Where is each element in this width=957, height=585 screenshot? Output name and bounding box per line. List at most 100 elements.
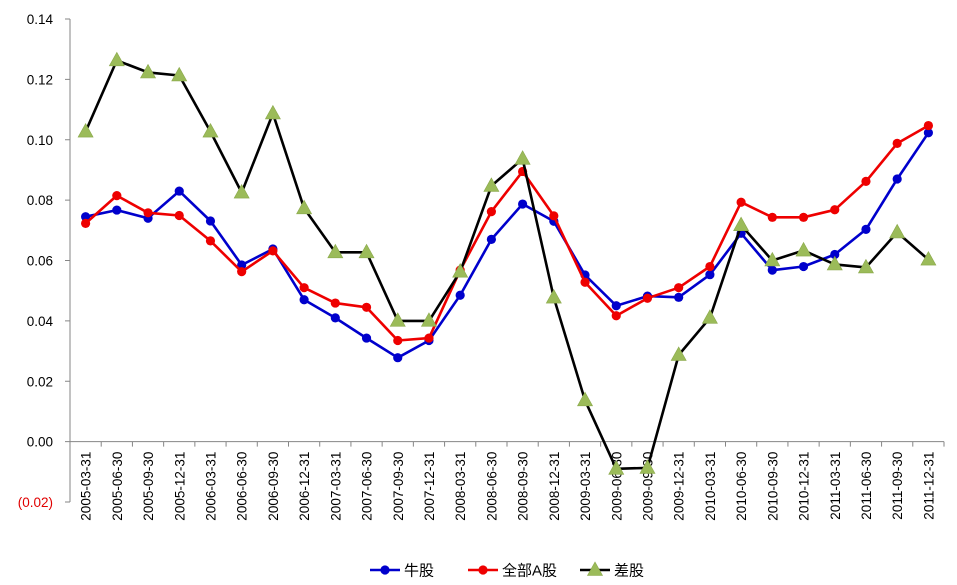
data-point	[420, 312, 437, 327]
x-tick-label: 2010-12-31	[797, 452, 812, 521]
data-point	[892, 174, 902, 184]
data-point	[611, 311, 621, 321]
y-tick-label: 0.12	[27, 72, 53, 87]
x-tick-label: 2010-09-30	[765, 452, 780, 521]
x-tick-label: 2008-09-30	[516, 452, 531, 521]
data-point	[268, 246, 278, 256]
x-tick-label: 2010-03-31	[703, 452, 718, 521]
legend-marker	[380, 565, 390, 575]
data-point	[733, 216, 750, 231]
x-tick-label: 2011-03-31	[828, 452, 843, 520]
data-point	[830, 249, 840, 260]
data-point	[705, 270, 715, 280]
y-tick-label: 0.10	[27, 133, 53, 148]
data-point	[171, 66, 188, 82]
x-tick-label: 2010-06-30	[734, 452, 749, 521]
data-point	[701, 309, 718, 324]
data-point	[361, 302, 372, 312]
y-tick-label: 0.08	[27, 193, 53, 208]
y-tick-label: 0.14	[27, 12, 54, 27]
data-point	[112, 205, 122, 215]
data-point	[389, 312, 406, 327]
data-point	[608, 460, 625, 475]
x-tick-label: 2007-09-30	[391, 452, 406, 521]
x-tick-label: 2009-03-31	[578, 452, 593, 521]
data-point	[330, 298, 340, 308]
data-point	[705, 261, 715, 272]
x-tick-label: 2007-06-30	[360, 452, 375, 521]
x-tick-label: 2007-03-31	[328, 452, 343, 521]
x-tick-label: 2009-12-31	[672, 452, 687, 521]
data-point	[514, 150, 531, 165]
data-point	[205, 216, 216, 226]
legend-label: 全部A股	[502, 562, 557, 580]
data-point	[264, 104, 281, 120]
data-point	[674, 292, 684, 302]
data-point	[358, 243, 375, 259]
data-point	[455, 290, 465, 300]
data-point	[174, 210, 184, 221]
legend-item: 差股	[580, 561, 644, 580]
x-tick-label: 2006-06-30	[235, 452, 250, 521]
data-point	[483, 177, 500, 192]
legend-label: 差股	[614, 563, 644, 580]
data-point	[889, 223, 906, 239]
data-point	[237, 267, 247, 277]
data-point	[486, 234, 496, 244]
y-tick-label: (0.02)	[18, 495, 53, 510]
data-point	[798, 261, 809, 272]
x-tick-label: 2008-12-31	[547, 452, 562, 521]
data-point	[327, 243, 344, 259]
x-tick-label: 2008-06-30	[484, 452, 499, 521]
x-tick-label: 2005-06-30	[110, 452, 125, 521]
data-point	[237, 260, 247, 270]
data-point	[452, 263, 469, 278]
x-tick-label: 2011-06-30	[859, 452, 874, 520]
data-point	[393, 335, 403, 346]
data-point	[767, 265, 777, 275]
series-line	[84, 59, 930, 471]
series-2	[81, 120, 933, 346]
data-point	[233, 183, 250, 199]
data-point	[674, 283, 684, 293]
data-point	[330, 313, 340, 323]
data-point	[112, 190, 122, 201]
data-point	[577, 391, 594, 407]
data-point	[830, 205, 840, 215]
data-point	[580, 277, 590, 287]
data-point	[174, 186, 184, 196]
x-axis-ticks: 2005-03-31 2005-06-30 2005-09-30 2005-12-31…	[69, 441, 945, 521]
legend-marker	[478, 565, 488, 575]
legend-item: 全部A股	[468, 562, 557, 580]
data-point	[205, 236, 216, 246]
data-point	[518, 199, 528, 209]
y-tick-label: 0.06	[27, 254, 53, 269]
data-point	[202, 122, 219, 138]
data-point	[361, 333, 372, 343]
data-point	[140, 63, 157, 79]
x-tick-label: 2005-12-31	[172, 452, 187, 521]
x-tick-label: 2005-09-30	[141, 452, 156, 521]
x-tick-label: 2006-03-31	[203, 452, 218, 521]
data-point	[767, 212, 777, 222]
y-tick-label: 0.00	[27, 435, 53, 450]
data-point	[923, 120, 933, 131]
x-tick-label: 2006-12-31	[297, 452, 312, 521]
data-point	[798, 212, 809, 222]
series-group	[77, 51, 937, 475]
data-point	[892, 138, 902, 148]
data-point	[545, 289, 562, 304]
series-3	[77, 51, 937, 475]
data-point	[296, 199, 313, 215]
data-point	[857, 258, 874, 274]
x-tick-label: 2011-09-30	[890, 452, 905, 520]
data-point	[299, 283, 309, 293]
data-point	[920, 250, 937, 266]
data-point	[826, 255, 843, 271]
data-point	[299, 295, 309, 305]
axes	[69, 19, 944, 502]
legend-label: 牛股	[404, 563, 434, 580]
data-point	[764, 251, 781, 267]
x-tick-label: 2006-09-30	[266, 452, 281, 521]
